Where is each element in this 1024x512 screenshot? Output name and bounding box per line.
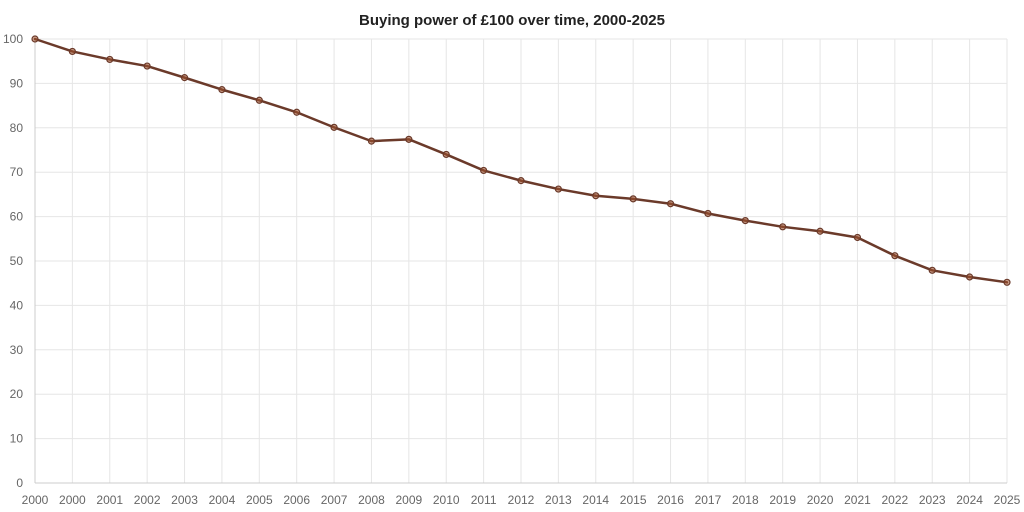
- data-point[interactable]: [928, 266, 936, 274]
- data-point[interactable]: [405, 135, 413, 143]
- y-tick-label: 50: [10, 254, 24, 268]
- x-tick-label: 2014: [582, 493, 609, 507]
- data-point[interactable]: [779, 223, 787, 231]
- y-tick-label: 20: [10, 387, 24, 401]
- data-point[interactable]: [1003, 278, 1011, 286]
- data-point[interactable]: [554, 185, 562, 193]
- y-tick-label: 80: [10, 121, 24, 135]
- x-tick-label: 2006: [283, 493, 310, 507]
- x-tick-label: 2019: [769, 493, 796, 507]
- x-tick-label: 2001: [96, 493, 123, 507]
- data-point[interactable]: [293, 108, 301, 116]
- data-point[interactable]: [480, 166, 488, 175]
- data-point[interactable]: [966, 273, 974, 281]
- x-tick-label: 2011: [471, 493, 497, 507]
- x-tick-label: 2004: [209, 493, 236, 507]
- data-point[interactable]: [143, 62, 151, 70]
- x-tick-label: 2000: [22, 493, 49, 507]
- x-tick-label: 2010: [433, 493, 460, 507]
- data-point[interactable]: [218, 86, 226, 94]
- x-tick-label: 2002: [134, 493, 161, 507]
- data-point[interactable]: [106, 55, 114, 64]
- y-tick-label: 70: [10, 165, 24, 179]
- x-tick-label: 2015: [620, 493, 647, 507]
- data-point[interactable]: [741, 216, 749, 225]
- data-point[interactable]: [891, 252, 899, 260]
- y-tick-label: 0: [16, 476, 23, 490]
- data-point[interactable]: [367, 137, 376, 145]
- y-tick-label: 10: [10, 432, 24, 446]
- x-tick-label: 2017: [695, 493, 722, 507]
- data-point[interactable]: [68, 47, 76, 56]
- data-point[interactable]: [704, 209, 712, 218]
- markers-layer: [31, 35, 1011, 286]
- x-tick-label: 2009: [395, 493, 422, 507]
- chart-title: Buying power of £100 over time, 2000-202…: [359, 12, 665, 29]
- x-tick-label: 2021: [844, 493, 871, 507]
- data-point[interactable]: [442, 150, 450, 159]
- x-tick-label: 2008: [358, 493, 385, 507]
- x-tick-label: 2005: [246, 493, 273, 507]
- data-point[interactable]: [180, 74, 189, 82]
- x-tick-label: 2025: [994, 493, 1021, 507]
- x-tick-label: 2018: [732, 493, 759, 507]
- x-tick-label: 2024: [956, 493, 983, 507]
- x-tick-label: 2012: [508, 493, 535, 507]
- x-tick-label: 2023: [919, 493, 946, 507]
- grid: [34, 38, 1008, 484]
- y-tick-label: 40: [10, 298, 24, 312]
- data-point[interactable]: [666, 200, 675, 208]
- x-tick-label: 2013: [545, 493, 572, 507]
- x-tick-label: 2020: [807, 493, 834, 507]
- y-tick-label: 30: [10, 343, 24, 357]
- y-tick-label: 100: [3, 32, 23, 46]
- x-tick-label: 2007: [321, 493, 348, 507]
- data-point[interactable]: [330, 123, 338, 131]
- y-tick-label: 90: [10, 76, 24, 90]
- x-tick-label: 2016: [657, 493, 684, 507]
- x-tick-label: 2022: [881, 493, 908, 507]
- y-tick-label: 60: [10, 210, 24, 224]
- data-point[interactable]: [592, 192, 600, 200]
- data-point[interactable]: [816, 227, 824, 235]
- x-tick-label: 2000: [59, 493, 86, 507]
- data-point[interactable]: [853, 233, 862, 242]
- data-point[interactable]: [255, 96, 263, 104]
- axes: 0 10 20 30 40 50 60 70 80 90 100 2000 2000 2001 2002 20…: [3, 32, 1021, 507]
- data-point[interactable]: [31, 35, 39, 43]
- x-tick-label: 2003: [171, 493, 198, 507]
- data-point[interactable]: [629, 195, 637, 203]
- data-point[interactable]: [517, 177, 525, 185]
